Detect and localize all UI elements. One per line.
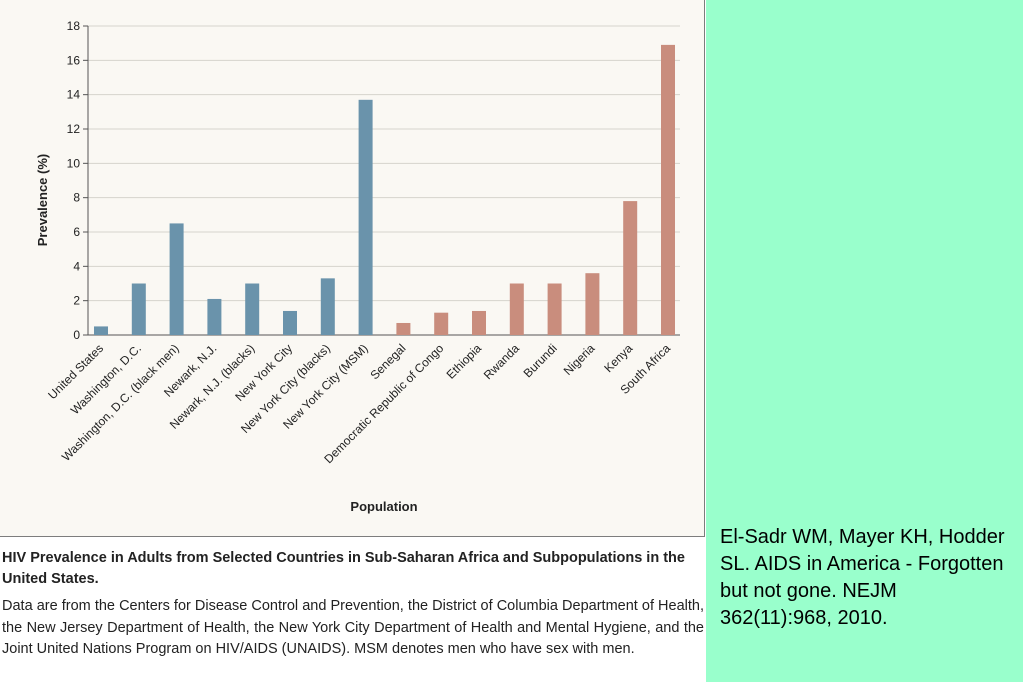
bar-new-york-city-blacks — [320, 278, 335, 335]
bar-burundi — [547, 283, 562, 335]
bar-democratic-republic-of-congo — [434, 312, 449, 335]
y-tick-label: 8 — [73, 191, 80, 205]
y-tick-label: 16 — [67, 53, 81, 67]
axes: 0 2 4 6 8 10 12 14 16 18 — [67, 19, 680, 342]
category-label: Burundi — [521, 341, 560, 380]
y-tick-label: 10 — [67, 156, 81, 170]
bar-chart: 0 2 4 6 8 10 12 14 16 18 United StatesWashington,… — [35, 19, 680, 514]
bar-new-york-city — [283, 310, 297, 335]
y-tick-label: 18 — [67, 19, 81, 33]
bar-washington-d-c — [131, 283, 146, 335]
y-tick-label: 4 — [73, 259, 80, 273]
category-label: Nigeria — [561, 341, 598, 378]
y-tick-label: 2 — [73, 294, 80, 308]
bar-south-africa — [661, 44, 675, 336]
citation-panel — [706, 0, 1023, 682]
gridlines — [88, 25, 680, 302]
bar-ethiopia — [472, 310, 486, 335]
y-tick-label: 14 — [67, 88, 81, 102]
bar-newark-n-j — [207, 298, 222, 335]
y-tick-label: 12 — [67, 122, 81, 136]
caption-title: HIV Prevalence in Adults from Selected C… — [2, 550, 685, 587]
y-axis-label: Prevalence (%) — [35, 154, 50, 247]
category-label: Ethiopia — [444, 341, 485, 382]
bar-kenya — [623, 201, 638, 335]
bar-senegal — [396, 322, 411, 335]
bar-rwanda — [509, 283, 524, 335]
bar-nigeria — [585, 273, 600, 335]
category-label: Kenya — [601, 341, 635, 375]
category-label: Rwanda — [481, 341, 522, 382]
y-tick-label: 6 — [73, 225, 80, 239]
bar-new-york-city-msm — [358, 99, 373, 335]
x-axis-label: Population — [350, 499, 417, 514]
figure-panel: 0 2 4 6 8 10 12 14 16 18 United States Washington,… — [0, 0, 705, 537]
bar-newark-n-j-blacks — [245, 283, 260, 335]
y-tick-label: 0 — [73, 328, 80, 342]
bar-washington-d-c-black-men — [169, 223, 184, 335]
bar-united-states — [94, 326, 108, 335]
citation-text: El-Sadr WM, Mayer KH, Hodder SL. AIDS in… — [720, 526, 1005, 629]
caption-body: Data are from the Centers for Disease Co… — [2, 598, 704, 657]
bars — [94, 44, 675, 336]
